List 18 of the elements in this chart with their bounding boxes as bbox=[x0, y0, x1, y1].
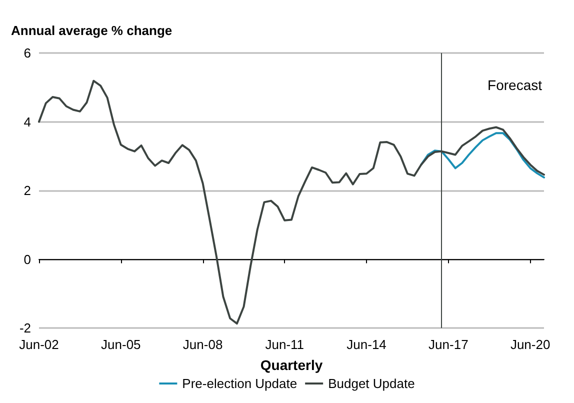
x-axis-title: Quarterly bbox=[260, 357, 323, 373]
legend-label: Pre-election Update bbox=[182, 376, 298, 391]
legend-label: Budget Update bbox=[328, 376, 415, 391]
x-tick-label: Jun-20 bbox=[510, 337, 550, 352]
x-tick-label: Jun-17 bbox=[428, 337, 468, 352]
y-tick-label: 2 bbox=[24, 183, 31, 198]
x-tick-label: Jun-11 bbox=[265, 337, 304, 352]
x-tick-label: Jun-08 bbox=[182, 337, 223, 352]
y-tick-label: 0 bbox=[24, 252, 31, 267]
y-tick-label: 4 bbox=[24, 114, 31, 130]
x-tick-label: Jun-05 bbox=[101, 337, 141, 352]
annotation: Forecast bbox=[488, 77, 542, 93]
line-series bbox=[420, 132, 545, 178]
x-tick-label: Jun-02 bbox=[19, 337, 59, 352]
y-tick-label: 6 bbox=[24, 46, 31, 60]
x-tick-label: Jun-14 bbox=[346, 337, 386, 352]
y-tick-label: -2 bbox=[19, 320, 31, 336]
y-axis-title: Annual average % change bbox=[11, 23, 172, 38]
